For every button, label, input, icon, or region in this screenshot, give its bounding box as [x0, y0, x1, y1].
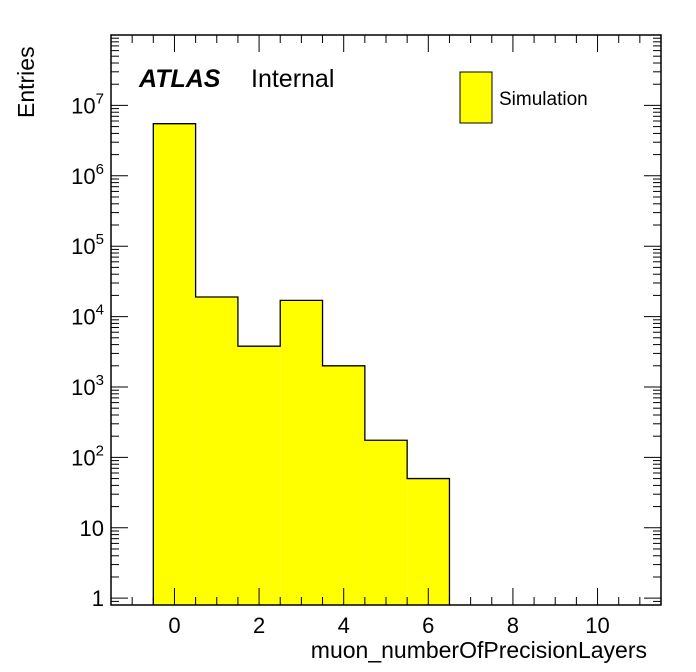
- x-tick-label: 2: [253, 613, 265, 638]
- histogram-bin: [153, 123, 196, 605]
- y-tick-label: 105: [71, 231, 104, 259]
- histogram-bin: [280, 300, 323, 605]
- y-tick-label: 103: [71, 372, 104, 400]
- legend-entry-label: Simulation: [499, 89, 588, 110]
- x-axis-title: muon_numberOfPrecisionLayers: [311, 637, 647, 663]
- histogram-bars: [152, 123, 451, 605]
- y-tick-label: 107: [71, 90, 104, 118]
- histogram-bin: [322, 365, 365, 605]
- internal-label: Internal: [251, 65, 334, 93]
- histogram-bin: [407, 478, 450, 605]
- x-tick-labels: 0 2 4 6 8 10: [168, 613, 609, 638]
- axis-ticks: [110, 34, 662, 606]
- y-tick-label: 10: [80, 516, 104, 541]
- histogram-bin: [364, 440, 408, 605]
- y-tick-label: 104: [71, 302, 104, 330]
- x-tick-label: 10: [585, 613, 609, 638]
- y-axis-title: Entries: [13, 46, 39, 118]
- histogram-bin: [237, 346, 281, 605]
- histogram-bin: [195, 296, 238, 605]
- y-tick-label: 102: [71, 442, 104, 470]
- x-tick-label: 4: [338, 613, 350, 638]
- atlas-label: ATLAS: [138, 65, 221, 93]
- legend-swatch: [459, 71, 493, 124]
- legend: Simulation: [459, 71, 588, 124]
- x-tick-label: 6: [422, 613, 434, 638]
- y-tick-label: 106: [71, 161, 104, 189]
- y-tick-labels: 1 10 102 103 104 105 106 107: [71, 90, 104, 611]
- x-tick-label: 8: [507, 613, 519, 638]
- y-tick-label: 1: [92, 586, 104, 611]
- x-tick-label: 0: [168, 613, 180, 638]
- histogram-outline: [152, 123, 451, 605]
